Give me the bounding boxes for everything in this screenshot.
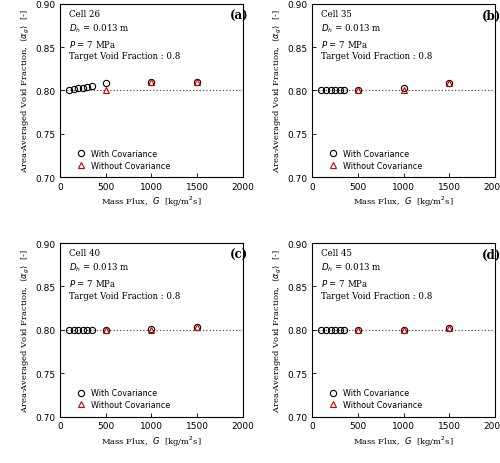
With Covariance — [355, 327, 361, 333]
Line: Without Covariance: Without Covariance — [102, 325, 200, 333]
Line: Without Covariance: Without Covariance — [355, 81, 452, 94]
With Covariance — [341, 88, 347, 94]
Text: (c): (c) — [230, 249, 248, 262]
X-axis label: Mass Flux,  $G$  [kg/m$^2$s]: Mass Flux, $G$ [kg/m$^2$s] — [354, 194, 454, 209]
Line: With Covariance: With Covariance — [66, 80, 200, 94]
With Covariance — [89, 84, 95, 90]
Legend: With Covariance, Without Covariance: With Covariance, Without Covariance — [73, 387, 172, 411]
With Covariance — [66, 327, 72, 333]
X-axis label: Mass Flux,  $G$  [kg/m$^2$s]: Mass Flux, $G$ [kg/m$^2$s] — [354, 433, 454, 448]
Without Covariance — [102, 327, 108, 333]
With Covariance — [336, 88, 342, 94]
With Covariance — [102, 81, 108, 87]
With Covariance — [89, 327, 95, 333]
With Covariance — [70, 87, 76, 93]
With Covariance — [328, 88, 334, 94]
With Covariance — [80, 86, 86, 91]
Legend: With Covariance, Without Covariance: With Covariance, Without Covariance — [326, 148, 424, 172]
Y-axis label: Area-Averaged Void Fraction,  $\langle\alpha_g\rangle$  [-]: Area-Averaged Void Fraction, $\langle\al… — [272, 10, 284, 173]
With Covariance — [70, 327, 76, 333]
With Covariance — [318, 327, 324, 333]
With Covariance — [66, 88, 72, 94]
Text: Cell 45
$D_h$ = 0.013 m
$P$ = 7 MPa
Target Void Fraction : 0.8: Cell 45 $D_h$ = 0.013 m $P$ = 7 MPa Targ… — [322, 249, 432, 300]
Without Covariance — [400, 88, 406, 94]
Without Covariance — [446, 325, 452, 331]
With Covariance — [341, 327, 347, 333]
Text: (d): (d) — [482, 249, 500, 262]
Text: Cell 40
$D_h$ = 0.013 m
$P$ = 7 MPa
Target Void Fraction : 0.8: Cell 40 $D_h$ = 0.013 m $P$ = 7 MPa Targ… — [69, 249, 180, 300]
With Covariance — [446, 325, 452, 331]
Without Covariance — [102, 88, 108, 93]
Without Covariance — [355, 327, 361, 333]
With Covariance — [446, 81, 452, 87]
Line: With Covariance: With Covariance — [318, 81, 452, 94]
With Covariance — [318, 88, 324, 94]
With Covariance — [148, 327, 154, 332]
X-axis label: Mass Flux,  $G$  [kg/m$^2$s]: Mass Flux, $G$ [kg/m$^2$s] — [101, 433, 202, 448]
With Covariance — [328, 327, 334, 333]
With Covariance — [336, 327, 342, 333]
With Covariance — [80, 327, 86, 333]
With Covariance — [194, 325, 200, 330]
Without Covariance — [355, 88, 361, 94]
Y-axis label: Area-Averaged Void Fraction,  $\langle\alpha_g\rangle$  [-]: Area-Averaged Void Fraction, $\langle\al… — [19, 249, 32, 412]
Text: (b): (b) — [482, 10, 500, 23]
With Covariance — [355, 88, 361, 94]
Without Covariance — [148, 80, 154, 85]
With Covariance — [76, 86, 82, 92]
Line: With Covariance: With Covariance — [66, 325, 200, 333]
Line: Without Covariance: Without Covariance — [355, 325, 452, 333]
Y-axis label: Area-Averaged Void Fraction,  $\langle\alpha_g\rangle$  [-]: Area-Averaged Void Fraction, $\langle\al… — [272, 249, 284, 412]
With Covariance — [332, 88, 338, 94]
Text: Cell 35
$D_h$ = 0.013 m
$P$ = 7 MPa
Target Void Fraction : 0.8: Cell 35 $D_h$ = 0.013 m $P$ = 7 MPa Targ… — [322, 10, 432, 61]
With Covariance — [76, 327, 82, 333]
Without Covariance — [446, 81, 452, 87]
With Covariance — [400, 86, 406, 92]
Legend: With Covariance, Without Covariance: With Covariance, Without Covariance — [73, 148, 172, 172]
Line: Without Covariance: Without Covariance — [102, 80, 200, 94]
Text: (a): (a) — [230, 10, 248, 23]
With Covariance — [323, 327, 329, 333]
Without Covariance — [194, 325, 200, 330]
With Covariance — [102, 327, 108, 333]
With Covariance — [148, 80, 154, 85]
Without Covariance — [400, 327, 406, 333]
With Covariance — [323, 88, 329, 94]
Y-axis label: Area-Averaged Void Fraction,  $\langle\alpha_g\rangle$  [-]: Area-Averaged Void Fraction, $\langle\al… — [19, 10, 32, 173]
X-axis label: Mass Flux,  $G$  [kg/m$^2$s]: Mass Flux, $G$ [kg/m$^2$s] — [101, 194, 202, 209]
Line: With Covariance: With Covariance — [318, 325, 452, 333]
With Covariance — [332, 327, 338, 333]
Without Covariance — [194, 80, 200, 85]
With Covariance — [84, 327, 90, 333]
With Covariance — [84, 85, 90, 90]
With Covariance — [194, 80, 200, 85]
With Covariance — [400, 327, 406, 333]
Text: Cell 26
$D_h$ = 0.013 m
$P$ = 7 MPa
Target Void Fraction : 0.8: Cell 26 $D_h$ = 0.013 m $P$ = 7 MPa Targ… — [69, 10, 180, 61]
Without Covariance — [148, 327, 154, 333]
Legend: With Covariance, Without Covariance: With Covariance, Without Covariance — [326, 387, 424, 411]
